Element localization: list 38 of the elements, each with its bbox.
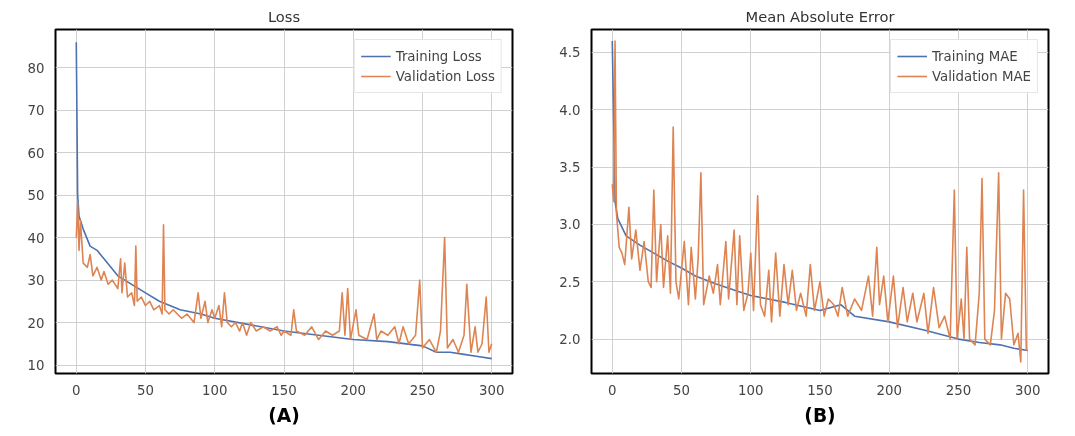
line-series	[75, 41, 493, 360]
x-tick-label: 50	[137, 382, 154, 398]
x-tick-label: 50	[673, 382, 690, 398]
legend-label: Validation Loss	[395, 68, 495, 84]
chart-title: Loss	[267, 7, 301, 25]
x-tick-label: 200	[876, 382, 902, 398]
y-tick-label: 50	[27, 188, 45, 204]
y-tick-label: 30	[27, 273, 45, 289]
y-tick-label: 4.5	[559, 45, 581, 61]
x-tick-label: 200	[340, 382, 366, 398]
legend-label: Validation MAE	[931, 68, 1031, 84]
x-tick-label: 100	[202, 382, 228, 398]
line-series	[75, 202, 493, 354]
x-tick-label: 150	[271, 382, 297, 398]
y-tick-label: 3.0	[559, 217, 581, 233]
x-tick-label: 250	[945, 382, 972, 398]
y-tick-label: 70	[27, 103, 45, 119]
y-tick-label: 60	[27, 145, 45, 161]
y-tick-label: 10	[27, 358, 45, 374]
legend-label: Training MAE	[931, 48, 1018, 64]
legend-label: Training Loss	[395, 48, 482, 64]
y-tick-label: 40	[27, 230, 45, 246]
y-tick-label: 2.0	[559, 332, 581, 348]
x-tick-label: 300	[1015, 382, 1041, 398]
x-tick-label: 0	[72, 382, 81, 398]
chart-title: Mean Absolute Error	[745, 7, 896, 25]
y-tick-label: 80	[27, 60, 45, 76]
x-tick-label: 0	[608, 382, 617, 398]
y-tick-label: 20	[27, 315, 45, 331]
text: (A)	[268, 404, 300, 426]
text: (B)	[804, 404, 836, 426]
x-tick-label: 150	[807, 382, 833, 398]
y-tick-label: 4.0	[559, 102, 581, 118]
y-tick-label: 2.5	[559, 274, 581, 290]
x-tick-label: 300	[479, 382, 505, 398]
x-tick-label: 250	[409, 382, 436, 398]
x-tick-label: 100	[738, 382, 764, 398]
y-tick-label: 3.5	[559, 160, 581, 176]
